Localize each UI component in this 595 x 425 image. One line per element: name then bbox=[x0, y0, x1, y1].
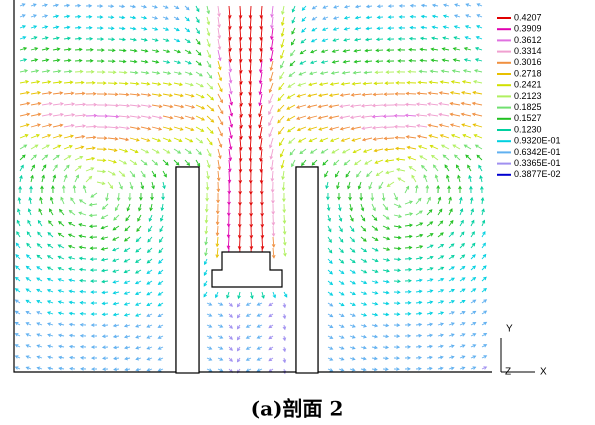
legend-label: 0.3612 bbox=[514, 35, 542, 45]
legend-label: 0.3877E-02 bbox=[514, 169, 561, 179]
legend-label: 0.2123 bbox=[514, 91, 542, 101]
legend-label: 0.1527 bbox=[514, 113, 542, 123]
caption: (a)剖面 2 bbox=[251, 397, 344, 421]
vector-arrow bbox=[207, 127, 213, 133]
legend-label: 0.2421 bbox=[514, 80, 542, 90]
vector-field bbox=[15, 4, 486, 374]
legend-label: 0.4207 bbox=[514, 12, 542, 22]
legend-label: 0.6342E-01 bbox=[514, 147, 561, 157]
axis-x-label: X bbox=[540, 367, 547, 378]
figure: 0.4207 0.39090.36120.33140.30160.2718 0.24… bbox=[0, 0, 595, 425]
vector-arrow bbox=[207, 105, 214, 111]
vector-arrow bbox=[207, 94, 213, 100]
axis-z-label: Z bbox=[505, 367, 511, 378]
legend-label: 0.3909 bbox=[514, 24, 542, 34]
legend-label: 0.2718 bbox=[514, 68, 542, 78]
vector-arrow bbox=[262, 237, 263, 249]
vector-arrow bbox=[250, 6, 251, 18]
vector-arrow bbox=[261, 171, 262, 183]
vector-arrow bbox=[239, 237, 240, 249]
legend-label: 0.3365E-01 bbox=[514, 158, 561, 168]
vector-arrow bbox=[250, 149, 251, 161]
vector-arrow bbox=[278, 94, 284, 101]
legend-label: 0.9320E-01 bbox=[514, 136, 561, 146]
axis-y-label: Y bbox=[506, 324, 513, 335]
vector-arrow bbox=[229, 171, 230, 183]
vector-arrow bbox=[278, 116, 284, 123]
vector-arrow bbox=[207, 116, 214, 122]
legend-label: 0.3314 bbox=[514, 46, 542, 56]
vector-arrow bbox=[228, 226, 229, 237]
vector-arrow bbox=[278, 105, 284, 112]
legend-label: 0.3016 bbox=[514, 57, 542, 67]
legend-label: 0.1825 bbox=[514, 102, 542, 112]
geometry bbox=[14, 0, 492, 373]
vector-arrow bbox=[240, 160, 241, 172]
legend: 0.4207 0.39090.36120.33140.30160.2718 0.24… bbox=[497, 12, 561, 179]
legend-label: 0.1230 bbox=[514, 124, 542, 134]
